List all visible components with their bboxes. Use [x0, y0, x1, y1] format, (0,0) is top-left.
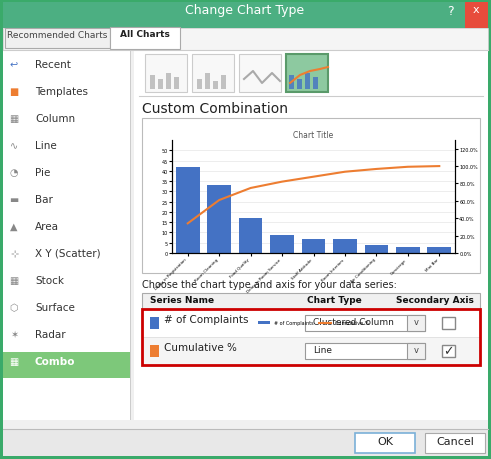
Text: ⬡: ⬡ [10, 302, 18, 312]
Text: Custom Combination: Custom Combination [142, 102, 288, 116]
Bar [150, 345, 159, 357]
Bar [142, 309, 480, 337]
Bar [396, 247, 420, 253]
Bar [465, 3, 488, 29]
Text: Pie: Pie [35, 168, 51, 178]
Text: Line: Line [313, 345, 332, 354]
Text: ■: ■ [9, 87, 19, 97]
Text: ?: ? [447, 5, 454, 18]
Bar [142, 337, 480, 365]
Bar [3, 51, 130, 420]
Bar [206, 74, 211, 90]
Bar [442, 317, 455, 329]
Text: x: x [473, 5, 479, 15]
Text: Secondary Axis: Secondary Axis [396, 295, 474, 304]
Text: ▲: ▲ [10, 222, 18, 231]
Bar [151, 76, 156, 90]
Text: ▬: ▬ [9, 195, 19, 205]
Text: Series Name: Series Name [150, 295, 214, 304]
Text: ↩: ↩ [10, 60, 18, 70]
Text: ▦: ▦ [9, 275, 19, 285]
Bar [142, 293, 480, 309]
Text: ⊹: ⊹ [10, 248, 18, 258]
Bar [176, 168, 199, 253]
Text: v: v [413, 317, 418, 326]
Bar [3, 29, 488, 51]
Text: Area: Area [35, 222, 59, 231]
Bar [301, 239, 326, 253]
Bar [3, 352, 130, 378]
Bar [290, 76, 295, 90]
Bar [313, 78, 319, 90]
Bar [355, 433, 415, 453]
Bar [428, 247, 451, 253]
Text: Stock: Stock [35, 275, 64, 285]
Bar [407, 343, 425, 359]
Bar [142, 119, 480, 274]
Bar [192, 55, 234, 93]
Text: Recommended Charts: Recommended Charts [7, 31, 107, 40]
Text: ▦: ▦ [9, 356, 19, 366]
Text: ✓: ✓ [443, 344, 453, 357]
Bar [214, 82, 218, 90]
Bar [150, 317, 159, 329]
Bar [130, 51, 131, 420]
Bar [442, 345, 455, 357]
Text: X Y (Scatter): X Y (Scatter) [35, 248, 101, 258]
Bar [239, 55, 281, 93]
Bar [166, 74, 171, 90]
Bar [110, 28, 180, 50]
Bar [333, 239, 357, 253]
Text: Radar: Radar [35, 329, 66, 339]
Bar [365, 245, 388, 253]
Text: OK: OK [377, 436, 393, 446]
Text: Recent: Recent [35, 60, 71, 70]
Bar [174, 78, 180, 90]
Text: ✶: ✶ [10, 329, 18, 339]
Text: All Charts: All Charts [120, 30, 170, 39]
Title: Chart Title: Chart Title [294, 131, 333, 140]
Text: Chart Type: Chart Type [307, 295, 362, 304]
Text: Choose the chart type and axis for your data series:: Choose the chart type and axis for your … [142, 280, 397, 289]
Text: # of Complaints: # of Complaints [164, 314, 248, 325]
Text: Cancel: Cancel [436, 436, 474, 446]
Bar [305, 343, 425, 359]
Bar [197, 80, 202, 90]
Bar [305, 74, 310, 90]
Text: Bar: Bar [35, 195, 53, 205]
Bar [142, 309, 480, 365]
Bar [3, 429, 488, 456]
Text: Line: Line [35, 141, 57, 151]
Text: Templates: Templates [35, 87, 88, 97]
Bar [298, 80, 302, 90]
Bar [407, 315, 425, 331]
Text: Column: Column [35, 114, 75, 124]
Text: Surface: Surface [35, 302, 75, 312]
Text: ∿: ∿ [10, 141, 18, 151]
Bar [270, 235, 294, 253]
Bar [5, 29, 110, 49]
Bar [3, 3, 488, 29]
Bar [207, 186, 231, 253]
Text: v: v [413, 345, 418, 354]
Text: Clustered Column: Clustered Column [313, 317, 394, 326]
Text: ▦: ▦ [9, 114, 19, 124]
Text: Change Chart Type: Change Chart Type [186, 4, 304, 17]
Legend: # of Complaints, Cumulative %: # of Complaints, Cumulative % [256, 319, 371, 328]
Bar [221, 76, 226, 90]
Bar [145, 55, 187, 93]
Text: Combo: Combo [35, 356, 76, 366]
Bar [239, 218, 262, 253]
Bar [425, 433, 485, 453]
Bar [286, 55, 328, 93]
Bar [134, 51, 488, 420]
Text: Cumulative %: Cumulative % [164, 342, 237, 352]
Bar [305, 315, 425, 331]
Bar [159, 80, 164, 90]
Text: ◔: ◔ [10, 168, 18, 178]
